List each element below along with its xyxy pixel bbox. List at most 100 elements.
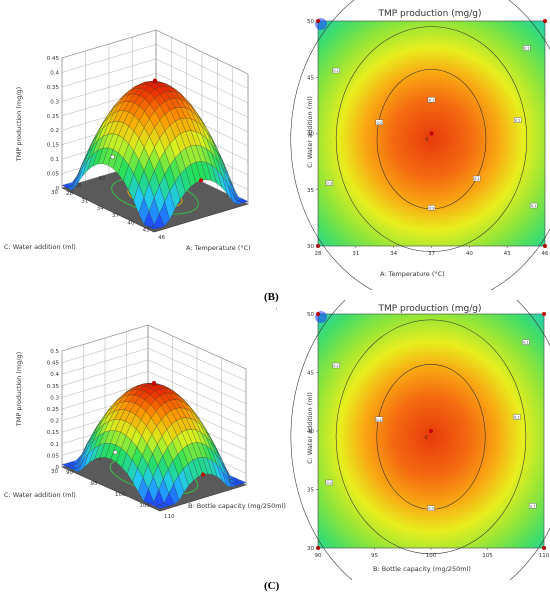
z-tick-label: 0.15 (47, 143, 60, 149)
x-tick-label: 37 (428, 251, 435, 257)
contour-tag-label: 0.1 (327, 481, 333, 485)
y-tick-label: 30 (307, 244, 314, 250)
y-tick-label: 40 (307, 429, 314, 435)
contour-tag (473, 175, 481, 182)
x-tick-label: 95 (371, 553, 378, 559)
y-axis-label: C: Water addition (ml) (306, 96, 314, 168)
z-tick-label: 0.05 (47, 453, 60, 459)
y-tick-label: 45 (307, 75, 314, 81)
x-tick-label: 34 (390, 251, 397, 257)
chart-title: TMP production (mg/g) (378, 304, 482, 314)
x-axis-label: A: Temperature (°C) (186, 244, 251, 252)
panel-label-c: (C) (264, 580, 280, 592)
contour-tag (529, 202, 538, 209)
contour-tag-label: 0.2 (515, 119, 521, 123)
contour-tag (427, 97, 436, 103)
x-tick-label: 34 (97, 206, 104, 212)
x-tick-label: 40 (127, 220, 134, 226)
design-point (113, 450, 118, 455)
contour-plot-b: 0.1 0.1 0.2 0.2 0.3 0.3 0.1 0.1 0.1 6 28 31 34 37 40 43… (290, 0, 550, 306)
y-tick-label: 50 (307, 312, 314, 318)
z-tick-label: 0 (56, 465, 60, 471)
contour-tag-label: 0.3 (429, 206, 435, 210)
design-point (429, 131, 434, 136)
contour-tag-label: 0.1 (531, 204, 537, 208)
z-tick-label: 0.1 (50, 442, 59, 448)
x-tick-label: 43 (504, 251, 511, 257)
design-point (110, 154, 115, 160)
surface-mesh (61, 383, 247, 509)
z-tick-label: 0.5 (50, 349, 59, 355)
z-tick-label: 0.35 (47, 384, 60, 390)
contour-tag-label: 0.1 (524, 47, 530, 51)
contour-tag (332, 362, 340, 369)
y-tick-label: 30 (307, 546, 314, 552)
contour-tag (427, 505, 435, 511)
y-axis-label: C: Water addition (ml) (4, 243, 76, 251)
x-axis-label: B: Bottle capacity (mg/250ml) (188, 502, 286, 510)
y-tick-label: 50 (307, 19, 314, 25)
x-tick-label: 90 (66, 470, 73, 476)
contour-tag (325, 479, 333, 486)
z-tick-label: 0.45 (47, 361, 60, 367)
contour-tag-label: 0.1 (474, 177, 480, 181)
contour-tag-label: 0.2 (514, 415, 520, 419)
z-tick-label: 0.45 (47, 56, 60, 62)
y-tick-label: 40 (94, 456, 101, 462)
z-axis-label: TMP production (mg/g) (15, 86, 23, 162)
center-count: 6 (425, 435, 428, 440)
z-tick-label: 0.3 (50, 99, 59, 105)
design-point (429, 429, 433, 433)
contour-tag-label: 0.1 (530, 504, 536, 508)
x-tick-label: 95 (91, 481, 98, 487)
z-tick-label: 0.1 (50, 157, 59, 163)
z-tick-label: 0.25 (47, 114, 60, 120)
x-tick-label: 105 (482, 553, 493, 559)
contour-tag (528, 503, 537, 509)
contour-tag (375, 416, 383, 423)
x-axis-label: B: Bottle capacity (mg/250ml) (373, 565, 471, 573)
contour-tag-label: 0.1 (523, 341, 529, 345)
y-tick-label: 35 (307, 488, 314, 494)
chart-c-surface: 0 0.05 0.1 0.15 0.2 0.25 0.3 0.35 0.4 0.45 0.5 90 95… (0, 305, 286, 575)
x-axis-label: A: Temperature (°C) (380, 270, 445, 278)
y-tick-label: 45 (307, 371, 314, 377)
y-axis-label: C: Water addition (ml) (306, 392, 314, 464)
y-tick-label: 35 (75, 183, 82, 189)
z-tick-label: 0.3 (50, 395, 59, 401)
chart-b-contour: TMP production (mg/g) 0.1 0.1 0.2 0.2 0.3 0.3… (285, 0, 550, 306)
x-tick-label: 28 (315, 251, 322, 257)
x-tick-label: 46 (158, 235, 165, 241)
x-tick-label: 28 (66, 191, 73, 197)
design-point (543, 19, 547, 23)
x-tick-label: 46 (542, 251, 549, 257)
center-count: 6 (426, 137, 429, 142)
x-tick-label: 37 (112, 213, 119, 219)
design-point (199, 178, 203, 183)
y-axis-label: C: Water addition (ml) (4, 491, 76, 499)
panel-label-b: (B) (264, 291, 279, 303)
contour-tag-label: 0.3 (428, 507, 434, 511)
y-tick-label: 35 (307, 188, 314, 194)
contour-tag-label: 0.1 (333, 69, 339, 73)
contour-tag (513, 414, 521, 420)
contour-line (335, 319, 527, 555)
contour-tag-label: 0.2 (377, 121, 383, 125)
y-tick-label: 40 (307, 132, 314, 138)
z-tick-label: 0.05 (47, 172, 60, 178)
contour-tag (523, 45, 531, 51)
contour-tag (427, 205, 436, 211)
y-tick-label: 30 (51, 190, 58, 196)
z-tick-label: 0.4 (50, 70, 59, 76)
contour-tag (375, 119, 383, 125)
contour-tag (522, 339, 530, 345)
x-tick-label: 100 (426, 553, 437, 559)
design-point (151, 381, 157, 386)
z-tick-label: 0 (56, 186, 60, 192)
contour-tag-label: 0.2 (376, 418, 382, 422)
z-tick-label: 0.4 (50, 372, 59, 378)
contour-tag-label: 0.1 (333, 364, 339, 368)
stray-mark: I (276, 306, 278, 311)
contour-tag (332, 67, 340, 74)
contour-tag-label: 0.3 (327, 182, 333, 186)
